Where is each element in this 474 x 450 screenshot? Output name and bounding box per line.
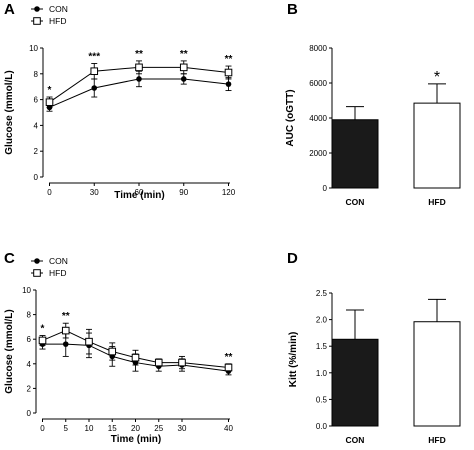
x-tick-label: 90 <box>179 188 188 197</box>
legend-label-con: CON <box>49 4 68 14</box>
y-tick-label: 2 <box>27 384 32 393</box>
y-tick-label: 4 <box>34 121 39 130</box>
data-point-con <box>225 81 232 87</box>
legend-label-hfd: HFD <box>49 16 66 26</box>
panel-a-glucose-ogtt-chart: A 0 2 4 6 8 10 0 30 60 90 120 Time (min) Glucose (mmo… <box>4 1 236 201</box>
y-tick-label: 10 <box>22 286 31 295</box>
y-tick-label: 8 <box>34 70 39 79</box>
legend-label-con: CON <box>49 256 68 266</box>
panel-d-kitt-bar-chart: D 0.0 0.5 1.0 1.5 2.0 2.5 Kitt (%/min) CON HFD <box>287 250 461 445</box>
y-tick-label: 1.0 <box>316 369 328 378</box>
data-point-hfd <box>38 336 47 345</box>
y-tick-label: 0.5 <box>316 395 328 404</box>
y-tick-label: 8000 <box>309 44 327 53</box>
legend-marker-con <box>34 258 40 264</box>
x-tick-label: 0 <box>40 424 45 433</box>
x-tick-label: 40 <box>224 424 233 433</box>
significance-marker: ** <box>135 49 143 60</box>
data-point-hfd <box>45 98 54 106</box>
legend-marker-hfd <box>33 269 41 277</box>
x-tick-label: 30 <box>90 188 99 197</box>
data-point-hfd <box>179 63 188 72</box>
significance-marker: ** <box>225 54 233 65</box>
y-tick-label: 2.5 <box>316 289 328 298</box>
y-axis-title: Glucose (mmol/L) <box>4 70 15 154</box>
y-tick-label: 6 <box>27 335 32 344</box>
data-point-hfd <box>108 347 117 356</box>
x-axis-title: Time (min) <box>114 190 164 201</box>
y-axis-title: Kitt (%/min) <box>288 332 299 388</box>
significance-marker: ** <box>225 352 233 363</box>
significance-marker: * <box>48 85 52 96</box>
x-tick-label: 0 <box>47 188 52 197</box>
y-tick-label: 2 <box>34 147 39 156</box>
y-tick-label: 2000 <box>309 149 327 158</box>
y-tick-label: 0 <box>323 184 328 193</box>
category-label-hfd: HFD <box>428 435 445 445</box>
significance-marker: ** <box>62 311 70 322</box>
bar-con <box>331 119 379 189</box>
data-point-hfd <box>178 358 186 367</box>
significance-marker: * <box>41 324 45 335</box>
x-axis-title: Time (min) <box>111 434 161 445</box>
y-axis-title: AUC (oGTT) <box>285 89 296 146</box>
x-tick-label: 5 <box>64 424 69 433</box>
y-tick-label: 6 <box>34 96 39 105</box>
series-line-con <box>42 343 229 372</box>
bar-hfd <box>413 321 461 427</box>
x-tick-label: 30 <box>178 424 187 433</box>
x-tick-label: 120 <box>222 188 236 197</box>
y-axis-title: Glucose (mmol/L) <box>4 309 15 393</box>
y-tick-label: 1.5 <box>316 342 328 351</box>
data-point-hfd <box>90 67 99 76</box>
data-point-con <box>91 85 98 91</box>
x-tick-label: 20 <box>131 424 140 433</box>
bar-con <box>331 338 379 427</box>
y-tick-label: 4 <box>27 360 32 369</box>
data-point-hfd <box>224 68 233 77</box>
y-tick-label: 2.0 <box>316 316 328 325</box>
legend-marker-hfd <box>33 17 41 25</box>
category-label-con: CON <box>346 435 365 445</box>
significance-marker: ** <box>180 49 188 60</box>
x-tick-label: 15 <box>108 424 117 433</box>
panel-c-glucose-itt-chart: C 0 2 4 6 8 10 0 5 10 15 20 25 30 40 Time (min) Glucose … <box>4 250 233 445</box>
category-label-hfd: HFD <box>428 197 445 207</box>
data-point-hfd <box>131 353 140 362</box>
data-point-hfd <box>85 337 93 346</box>
data-point-con <box>180 76 187 82</box>
y-tick-label: 0.0 <box>316 422 328 431</box>
bar-hfd <box>413 102 461 189</box>
y-tick-label: 8 <box>27 311 32 320</box>
y-tick-label: 10 <box>29 44 38 53</box>
x-tick-label: 25 <box>154 424 163 433</box>
x-tick-label: 10 <box>85 424 94 433</box>
legend-marker-con <box>34 6 40 12</box>
data-point-con <box>62 341 69 347</box>
panel-letter: D <box>287 250 298 267</box>
y-tick-label: 0 <box>34 173 39 182</box>
y-tick-label: 4000 <box>309 114 327 123</box>
x-tick-label: 60 <box>135 188 144 197</box>
data-point-hfd <box>61 326 70 335</box>
significance-marker: * <box>434 69 440 86</box>
data-point-con <box>136 76 142 82</box>
panel-letter: A <box>4 1 15 18</box>
legend-label-hfd: HFD <box>49 268 66 278</box>
significance-marker: *** <box>88 51 100 62</box>
y-tick-label: 0 <box>27 409 32 418</box>
panel-letter: B <box>287 1 298 18</box>
panel-letter: C <box>4 250 15 267</box>
category-label-con: CON <box>346 197 365 207</box>
panel-b-auc-bar-chart: B 0 2000 4000 6000 8000 AUC (oGTT) CON HFD * <box>285 1 461 207</box>
y-tick-label: 6000 <box>309 79 327 88</box>
series-line-hfd <box>42 330 229 368</box>
data-point-hfd <box>224 363 233 372</box>
data-point-hfd <box>135 63 143 72</box>
data-point-hfd <box>154 358 163 367</box>
